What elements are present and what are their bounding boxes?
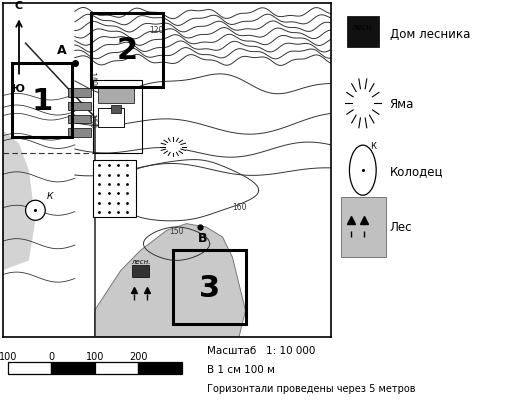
Text: Колодец: Колодец (390, 164, 443, 177)
Text: лесн.: лесн. (351, 23, 374, 32)
Bar (91, 14, 163, 88)
Bar (68, 89, 91, 97)
Bar (93, 161, 135, 218)
Bar (111, 106, 121, 114)
Text: 140: 140 (86, 72, 96, 87)
Circle shape (25, 201, 45, 221)
Bar (12, 64, 71, 137)
Bar (98, 109, 124, 128)
Text: A: A (57, 44, 67, 57)
Text: В 1 см 100 м: В 1 см 100 м (207, 364, 275, 374)
Text: 100: 100 (0, 351, 17, 361)
Text: К: К (47, 192, 53, 201)
Text: лесн.: лесн. (131, 258, 150, 264)
Text: Яма: Яма (390, 98, 414, 110)
Bar (98, 88, 134, 104)
Text: Масштаб   1: 10 000: Масштаб 1: 10 000 (207, 345, 316, 355)
Text: 120: 120 (150, 26, 164, 35)
Polygon shape (3, 131, 35, 271)
Text: 200: 200 (129, 351, 147, 361)
Text: Ю: Ю (12, 84, 25, 94)
Text: 3: 3 (199, 273, 220, 302)
Text: 150: 150 (170, 226, 184, 235)
Text: Лес: Лес (390, 221, 412, 234)
Bar (341, 198, 386, 257)
Text: B: B (198, 231, 208, 244)
Bar (98, 109, 124, 128)
Polygon shape (95, 224, 246, 337)
Text: Горизонтали проведены через 5 метров: Горизонтали проведены через 5 метров (207, 382, 416, 393)
Bar (68, 129, 91, 137)
Text: 2: 2 (117, 36, 138, 65)
Text: К: К (370, 142, 376, 151)
Bar (68, 102, 91, 111)
Text: 100: 100 (85, 351, 104, 361)
Bar (173, 251, 246, 324)
Bar (68, 116, 91, 124)
Text: 160: 160 (232, 203, 246, 212)
Circle shape (349, 146, 376, 196)
Text: 150: 150 (86, 113, 96, 128)
Bar (132, 266, 149, 277)
Text: 1: 1 (32, 86, 53, 115)
Bar (51, 362, 95, 374)
Bar (95, 362, 138, 374)
Bar (8, 362, 51, 374)
Text: 0: 0 (48, 351, 54, 361)
Ellipse shape (160, 139, 187, 156)
Bar (347, 18, 379, 47)
Bar (138, 362, 182, 374)
Bar (93, 81, 142, 154)
Text: С: С (15, 1, 23, 11)
Text: Дом лесника: Дом лесника (390, 27, 470, 40)
